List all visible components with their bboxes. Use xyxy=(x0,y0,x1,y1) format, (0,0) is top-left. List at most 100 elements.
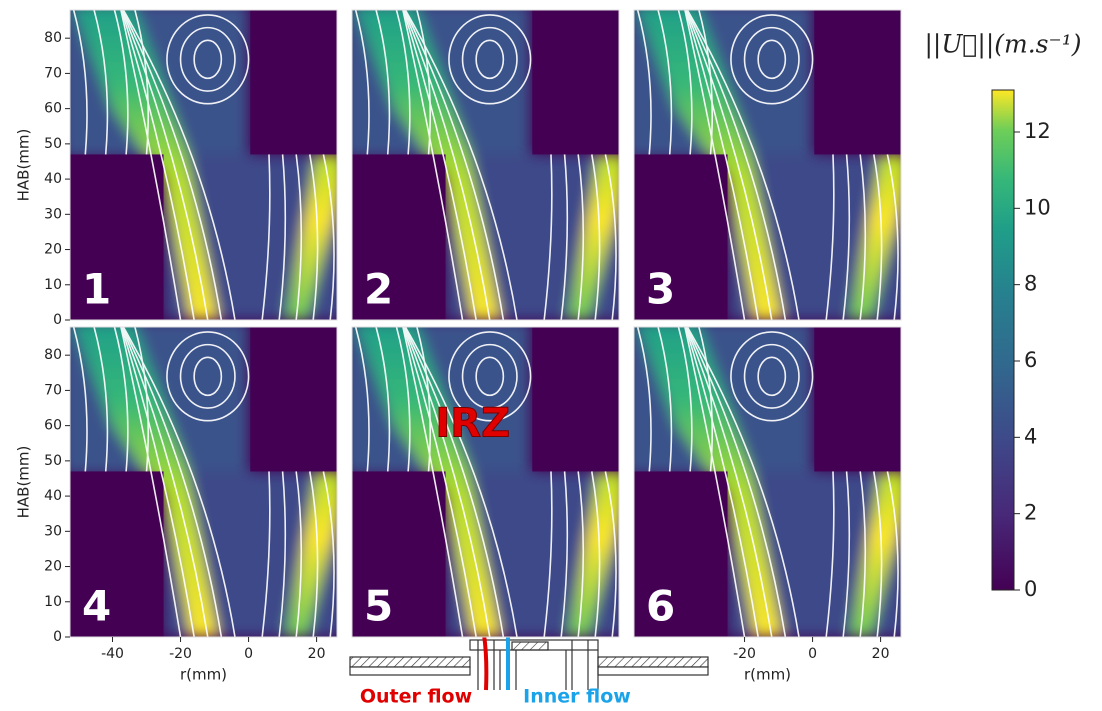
x-tick-label: 0 xyxy=(244,646,253,662)
streamline xyxy=(402,10,464,320)
colorbar-tick-label: 0 xyxy=(1024,577,1037,601)
panel-frame xyxy=(351,326,620,638)
streamline xyxy=(886,471,899,637)
streamline xyxy=(403,327,491,637)
y-tick-label: 10 xyxy=(44,277,62,293)
x-tick-label: 20 xyxy=(872,646,890,662)
streamline xyxy=(395,327,411,472)
streamlines xyxy=(72,327,335,637)
streamline xyxy=(636,10,652,155)
streamline xyxy=(685,327,773,637)
streamline xyxy=(543,154,553,320)
velocity-field xyxy=(634,327,901,637)
streamline xyxy=(402,327,477,637)
wall xyxy=(70,154,164,320)
streamline xyxy=(93,10,109,155)
vortex xyxy=(179,26,236,92)
vortex xyxy=(166,14,250,105)
jet xyxy=(849,154,901,320)
streamline xyxy=(403,10,505,320)
streamline xyxy=(657,327,673,472)
jet xyxy=(74,327,218,637)
vortex xyxy=(448,331,532,422)
colorbar-tick-label: 12 xyxy=(1024,119,1051,143)
streamline xyxy=(873,154,883,320)
streamlines xyxy=(354,327,617,637)
colorbar-tick-label: 10 xyxy=(1024,195,1051,219)
vortex xyxy=(448,14,532,105)
y-tick-label: 40 xyxy=(44,171,62,187)
jet xyxy=(638,327,782,637)
streamline xyxy=(322,154,335,320)
y-tick-label: 20 xyxy=(44,559,62,575)
streamline xyxy=(859,471,867,637)
panel-frame xyxy=(69,9,338,321)
panel-label: 5 xyxy=(364,582,393,631)
streamline xyxy=(309,154,319,320)
velocity-field xyxy=(352,327,619,637)
streamlines xyxy=(636,10,899,320)
wall xyxy=(532,10,619,155)
y-tick-label: 70 xyxy=(44,382,62,398)
panel-frame xyxy=(633,9,902,321)
y-tick-label: 60 xyxy=(44,101,62,117)
wall xyxy=(352,154,446,320)
panel-frame xyxy=(633,326,902,638)
streamline xyxy=(684,327,746,637)
y-tick-label: 80 xyxy=(44,347,62,363)
y-tick-label: 0 xyxy=(53,629,62,645)
streamline xyxy=(309,471,319,637)
streamline xyxy=(873,471,883,637)
x-tick-label: 0 xyxy=(808,646,817,662)
streamline xyxy=(403,10,491,320)
streamline xyxy=(134,327,150,472)
vortex xyxy=(166,331,250,422)
streamline xyxy=(295,471,303,637)
colorbar-tick-label: 8 xyxy=(1024,272,1037,296)
y-tick-label: 40 xyxy=(44,488,62,504)
jet xyxy=(567,471,619,637)
vortex xyxy=(757,356,787,397)
streamline xyxy=(577,154,585,320)
colorbar-tick-label: 4 xyxy=(1024,424,1037,448)
velocity-field xyxy=(352,10,619,320)
streamline xyxy=(657,10,673,155)
streamline xyxy=(113,10,129,155)
y-tick-label: 50 xyxy=(44,136,62,152)
streamline xyxy=(416,10,432,155)
y-tick-label: 50 xyxy=(44,453,62,469)
streamline xyxy=(375,10,391,155)
wall xyxy=(532,327,619,472)
jet xyxy=(285,154,337,320)
y-tick-label: 10 xyxy=(44,594,62,610)
streamline xyxy=(685,10,773,320)
panel xyxy=(352,10,619,320)
streamline xyxy=(261,154,271,320)
streamline xyxy=(402,327,464,637)
streamline xyxy=(698,10,714,155)
streamline xyxy=(295,154,303,320)
y-tick-label: 0 xyxy=(53,312,62,328)
panel xyxy=(634,10,901,320)
streamline xyxy=(416,327,432,472)
streamline xyxy=(577,471,585,637)
x-axis-label: r(mm) xyxy=(180,666,227,684)
vortex xyxy=(193,39,223,80)
streamline xyxy=(698,327,714,472)
colorbar xyxy=(991,89,1015,591)
panel-annotation: IRZ xyxy=(435,401,510,447)
streamline xyxy=(886,154,899,320)
streamline xyxy=(685,10,787,320)
streamline xyxy=(278,154,287,320)
wall xyxy=(70,471,164,637)
colorbar-tick-label: 2 xyxy=(1024,501,1037,525)
streamline xyxy=(93,327,109,472)
velocity-field xyxy=(70,327,337,637)
wall xyxy=(352,471,446,637)
streamline xyxy=(604,471,617,637)
y-tick-label: 60 xyxy=(44,418,62,434)
streamline xyxy=(842,154,851,320)
y-axis-label: HAB(mm) xyxy=(15,446,33,519)
y-tick-label: 30 xyxy=(44,206,62,222)
vortex xyxy=(475,39,505,80)
